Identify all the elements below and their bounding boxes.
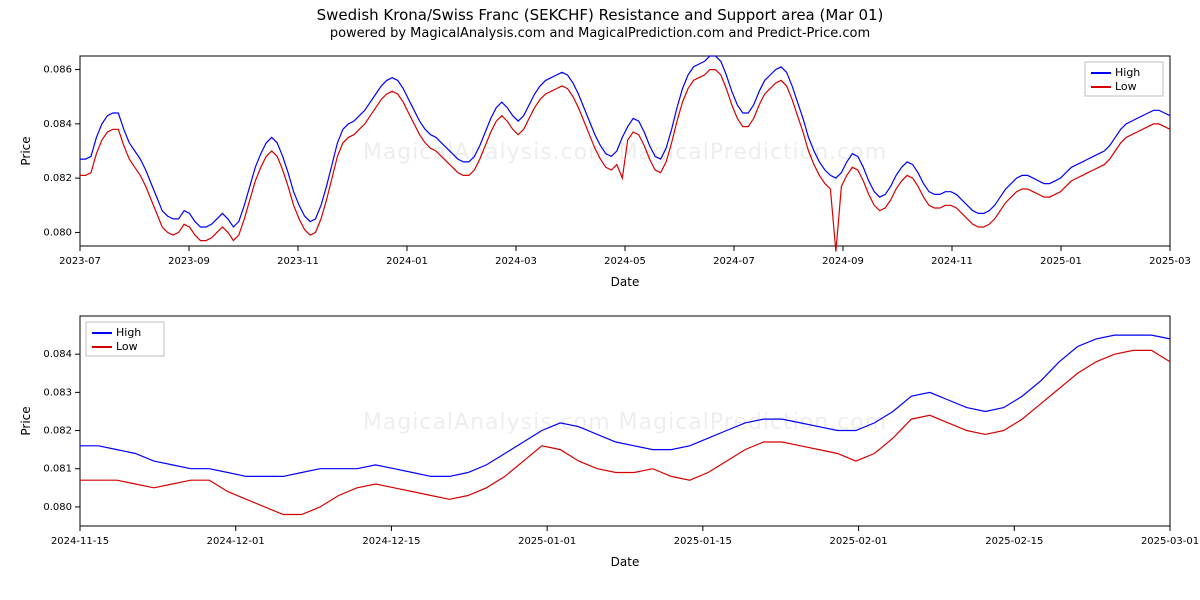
bottom-chart: MagicalAnalysis.com MagicalPrediction.co… <box>0 301 1200 581</box>
x-tick-label: 2023-09 <box>168 256 210 267</box>
x-tick-label: 2023-11 <box>277 256 319 267</box>
series-low <box>80 70 1170 252</box>
y-tick-label: 0.080 <box>43 502 72 513</box>
legend: HighLow <box>86 322 164 356</box>
x-tick-label: 2025-01-15 <box>674 536 732 547</box>
x-tick-label: 2024-09 <box>822 256 864 267</box>
page-subtitle: powered by MagicalAnalysis.com and Magic… <box>0 24 1200 41</box>
x-tick-label: 2025-01-01 <box>518 536 576 547</box>
x-tick-label: 2024-05 <box>604 256 646 267</box>
x-tick-label: 2025-01 <box>1040 256 1082 267</box>
page-title: Swedish Krona/Swiss Franc (SEKCHF) Resis… <box>0 0 1200 24</box>
x-tick-label: 2025-03 <box>1149 256 1191 267</box>
legend: HighLow <box>1085 62 1163 96</box>
y-tick-label: 0.082 <box>43 173 72 184</box>
x-tick-label: 2024-03 <box>495 256 537 267</box>
y-tick-label: 0.086 <box>43 65 72 76</box>
legend-label-low: Low <box>1115 80 1137 93</box>
x-axis-label: Date <box>611 275 640 289</box>
x-tick-label: 2024-12-15 <box>362 536 420 547</box>
top-plot-area: MagicalAnalysis.com MagicalPrediction.co… <box>19 56 1191 289</box>
legend-label-high: High <box>1115 66 1140 79</box>
top-chart: MagicalAnalysis.com MagicalPrediction.co… <box>0 41 1200 301</box>
legend-label-low: Low <box>116 340 138 353</box>
x-axis-label: Date <box>611 555 640 569</box>
chart-page: Swedish Krona/Swiss Franc (SEKCHF) Resis… <box>0 0 1200 600</box>
legend-label-high: High <box>116 326 141 339</box>
y-tick-label: 0.081 <box>43 464 72 475</box>
y-tick-label: 0.083 <box>43 387 72 398</box>
x-tick-label: 2024-11-15 <box>51 536 109 547</box>
bottom-plot-area: MagicalAnalysis.com MagicalPrediction.co… <box>19 316 1199 569</box>
series-high <box>80 335 1170 476</box>
x-tick-label: 2024-01 <box>386 256 428 267</box>
y-axis-label: Price <box>19 136 33 165</box>
y-tick-label: 0.080 <box>43 227 72 238</box>
x-tick-label: 2025-03-01 <box>1141 536 1199 547</box>
watermark: MagicalAnalysis.com MagicalPrediction.co… <box>363 410 887 435</box>
x-tick-label: 2024-12-01 <box>207 536 265 547</box>
y-axis-label: Price <box>19 406 33 435</box>
x-tick-label: 2023-07 <box>59 256 101 267</box>
x-tick-label: 2025-02-15 <box>985 536 1043 547</box>
y-tick-label: 0.082 <box>43 426 72 437</box>
x-tick-label: 2024-07 <box>713 256 755 267</box>
y-tick-label: 0.084 <box>43 349 72 360</box>
x-tick-label: 2025-02-01 <box>830 536 888 547</box>
x-tick-label: 2024-11 <box>931 256 973 267</box>
y-tick-label: 0.084 <box>43 119 72 130</box>
